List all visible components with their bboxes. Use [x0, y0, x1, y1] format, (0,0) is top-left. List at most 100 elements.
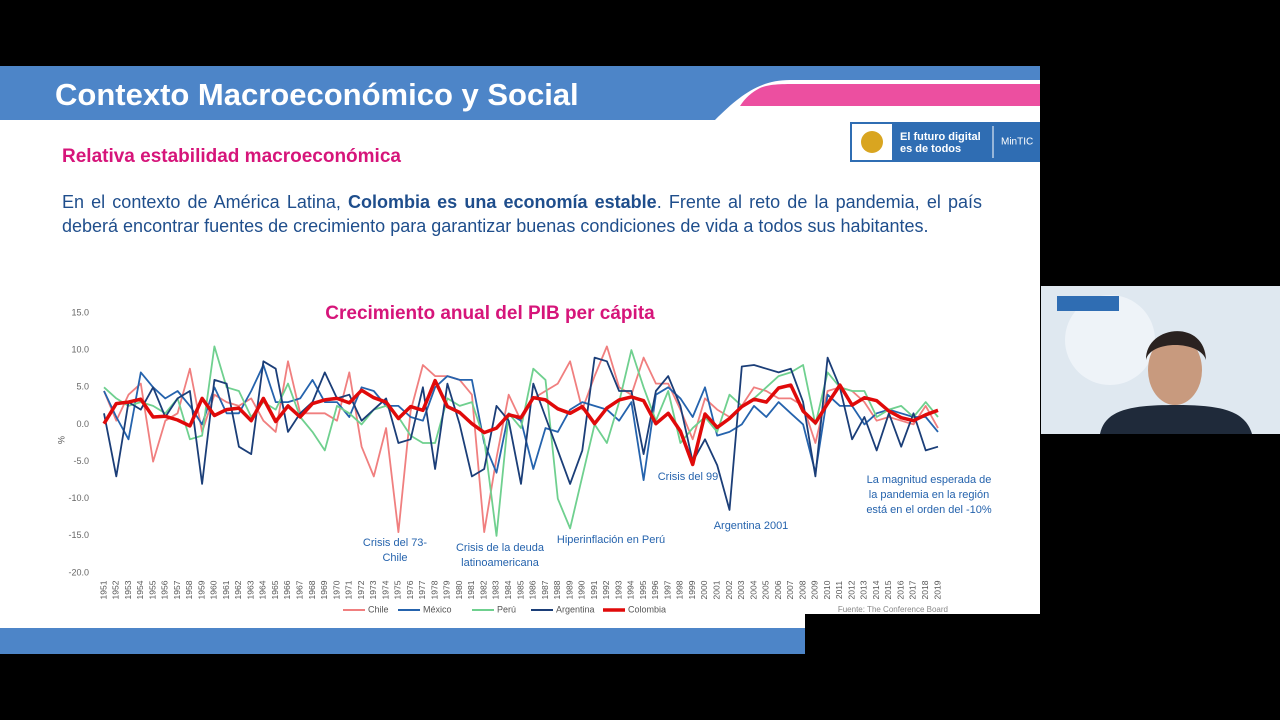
x-tick-label: 1954: [135, 580, 145, 599]
paragraph-text: . Frente al reto de la pandemia, el país…: [62, 192, 982, 236]
x-tick-label: 2001: [711, 580, 721, 599]
header-band: [0, 66, 1040, 120]
footer-band: [0, 628, 805, 654]
y-tick-label: -5.0: [73, 456, 89, 466]
x-tick-label: 1956: [160, 580, 170, 599]
overlay: [805, 614, 1040, 654]
source: Fuente: The Conference Board: [838, 605, 948, 614]
x-tick-label: 1988: [552, 580, 562, 599]
series-line: [103, 356, 939, 511]
x-tick-label: 1962: [233, 580, 243, 599]
logo-brand: MinTIC: [1001, 137, 1033, 148]
paragraph-bold: Colombia es una economía estable: [348, 192, 657, 212]
x-tick-label: 1964: [258, 580, 268, 599]
annotation: Argentina 2001: [714, 520, 789, 532]
x-tick-label: 1965: [270, 580, 280, 599]
x-tick-label: 2019: [932, 580, 942, 599]
y-tick-label: 0.0: [76, 419, 89, 429]
x-tick-label: 2006: [773, 580, 783, 599]
x-tick-label: 1967: [294, 580, 304, 599]
x-tick-label: 2016: [895, 580, 905, 599]
x-tick-label: 2009: [810, 580, 820, 599]
x-tick-label: 2000: [699, 580, 709, 599]
legend-label: México: [423, 604, 452, 614]
x-tick-label: 2004: [748, 580, 758, 599]
y-tick-label: -15.0: [68, 530, 89, 540]
x-tick-label: 1966: [282, 580, 292, 599]
x-tick-label: 2014: [871, 580, 881, 599]
y-tick-label: 5.0: [76, 382, 89, 392]
x-tick-label: 1971: [344, 580, 354, 599]
annotation: Chile: [382, 552, 407, 564]
x-tick-label: 1992: [601, 580, 611, 599]
x-tick-label: 1973: [368, 580, 378, 599]
x-tick-label: 1972: [356, 580, 366, 599]
x-tick-label: 1997: [662, 580, 672, 599]
paragraph-text: En el contexto de América Latina,: [62, 192, 341, 212]
x-tick-label: 1996: [650, 580, 660, 599]
y-tick-label: 15.0: [71, 307, 89, 317]
x-tick-label: 1969: [319, 580, 329, 599]
person-hair: [1145, 331, 1206, 360]
x-tick-label: 1991: [589, 580, 599, 599]
x-tick-label: 1960: [209, 580, 219, 599]
x-tick-label: 1987: [540, 580, 550, 599]
x-tick-label: 2012: [846, 580, 856, 599]
annotation: La magnitud esperada de: [867, 474, 992, 486]
annotation: Crisis de la deuda: [456, 542, 545, 554]
x-tick-label: 1999: [687, 580, 697, 599]
logo-shield: [861, 131, 883, 153]
x-tick-label: 1980: [454, 580, 464, 599]
series-line: [103, 364, 939, 481]
x-tick-label: 1994: [626, 580, 636, 599]
x-tick-label: 2017: [908, 580, 918, 599]
x-tick-label: 1963: [245, 580, 255, 599]
section-subtitle: Relativa estabilidad macroeconómica: [62, 146, 401, 167]
x-tick-label: 1984: [503, 580, 513, 599]
x-tick-label: 1995: [638, 580, 648, 599]
legend-label: Chile: [368, 604, 389, 614]
x-tick-label: 1990: [577, 580, 587, 599]
x-tick-label: 1961: [221, 580, 231, 599]
x-tick-label: 1970: [331, 580, 341, 599]
series-line: [103, 345, 939, 537]
x-tick-label: 2002: [724, 580, 734, 599]
x-tick-label: 1982: [478, 580, 488, 599]
annotation: Hiperinflación en Perú: [557, 534, 665, 546]
video-logo: [1057, 296, 1119, 311]
x-tick-label: 2003: [736, 580, 746, 599]
x-tick-label: 2008: [797, 580, 807, 599]
y-tick-label: 10.0: [71, 345, 89, 355]
x-tick-label: 1952: [111, 580, 121, 599]
series-line: [102, 378, 939, 467]
chart: Crecimiento anual del PIB per cápita % F…: [56, 303, 992, 614]
x-tick-label: 1976: [405, 580, 415, 599]
logo-text: El futuro digital: [900, 131, 981, 143]
annotation: Crisis del 99: [658, 471, 719, 483]
x-tick-label: 2015: [883, 580, 893, 599]
x-tick-label: 2011: [834, 581, 844, 600]
annotation: la pandemia en la región: [869, 489, 989, 501]
x-tick-label: 1986: [528, 580, 538, 599]
logo-text: es de todos: [900, 143, 961, 155]
x-tick-label: 1985: [515, 580, 525, 599]
legend-label: Perú: [497, 604, 516, 614]
y-tick-label: -20.0: [68, 567, 89, 577]
x-tick-label: 1983: [491, 580, 501, 599]
x-tick-label: 2010: [822, 580, 832, 599]
x-tick-label: 1957: [172, 580, 182, 599]
x-tick-label: 2005: [761, 580, 771, 599]
y-axis-label: %: [56, 436, 66, 444]
x-tick-label: 1998: [675, 580, 685, 599]
annotation: latinoamericana: [461, 557, 540, 569]
x-tick-label: 2007: [785, 580, 795, 599]
annotation: está en el orden del -10%: [866, 504, 992, 516]
x-tick-label: 1974: [380, 580, 390, 599]
x-tick-label: 1989: [564, 580, 574, 599]
person-face: [1148, 335, 1202, 405]
x-tick-label: 2013: [859, 580, 869, 599]
legend-label: Colombia: [628, 604, 666, 614]
x-tick-label: 1993: [613, 580, 623, 599]
